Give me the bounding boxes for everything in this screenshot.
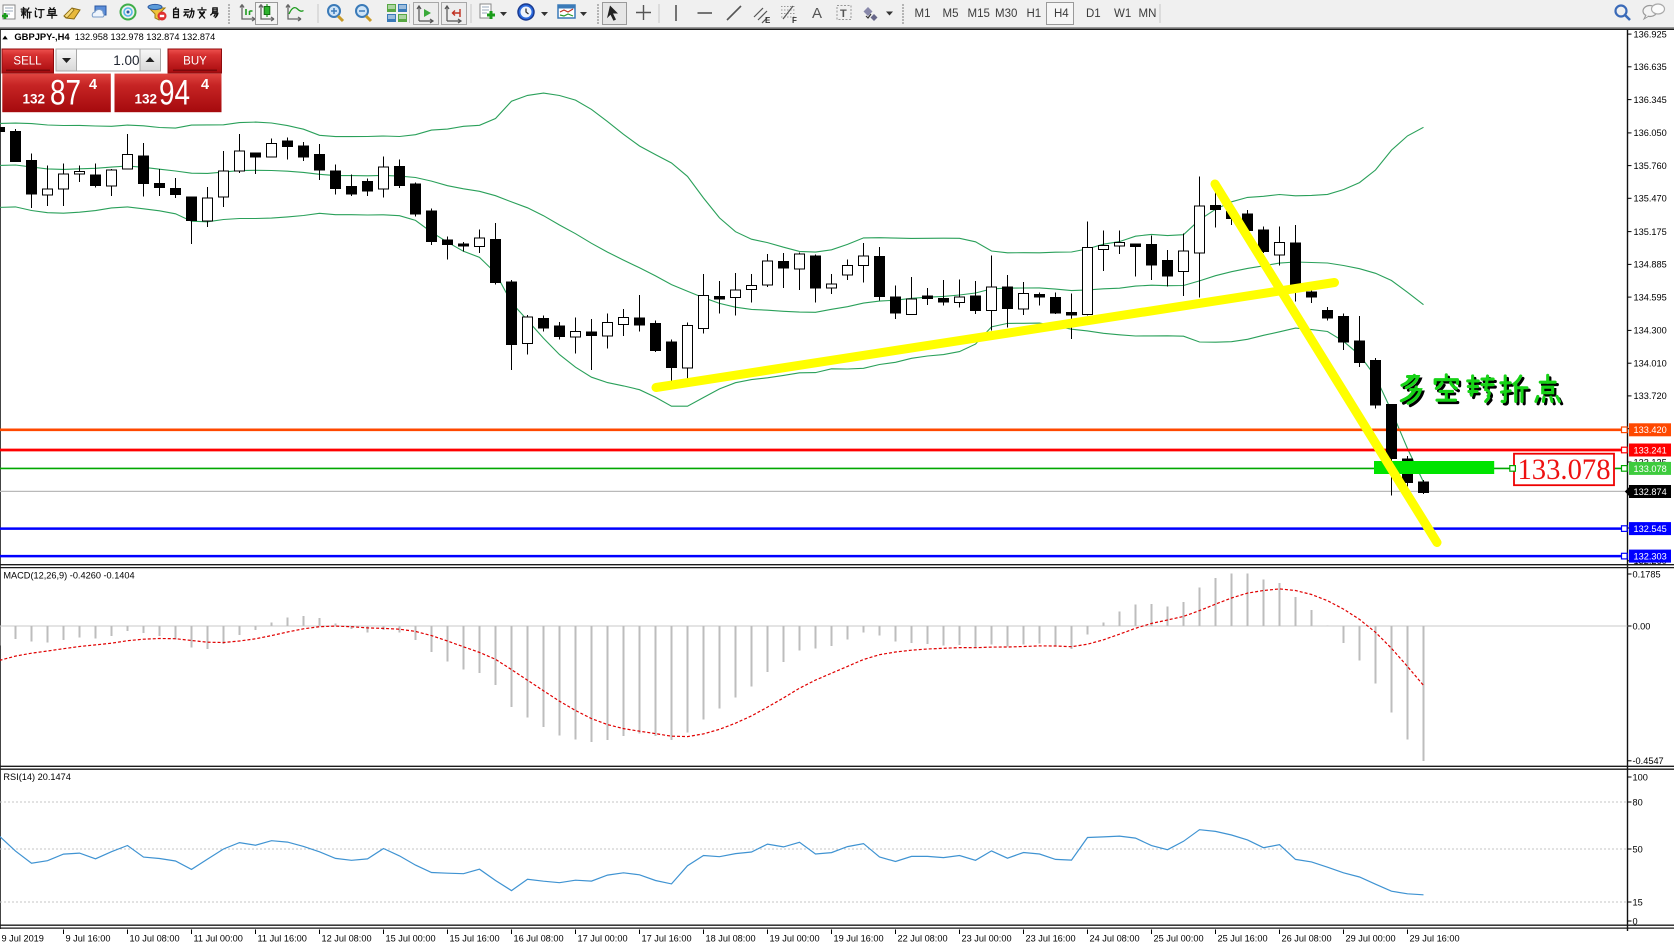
svg-text:10 Jul 08:00: 10 Jul 08:00: [130, 934, 180, 944]
svg-text:80: 80: [1633, 797, 1643, 807]
svg-text:16 Jul 08:00: 16 Jul 08:00: [514, 934, 564, 944]
svg-text:D1: D1: [1086, 8, 1101, 20]
svg-text:W1: W1: [1114, 8, 1131, 20]
svg-text:A: A: [812, 5, 822, 22]
svg-text:12 Jul 08:00: 12 Jul 08:00: [322, 934, 372, 944]
svg-text:134.595: 134.595: [1634, 292, 1667, 302]
svg-text:132.874: 132.874: [1634, 487, 1667, 497]
svg-text:134.010: 134.010: [1634, 359, 1667, 369]
svg-text:134.885: 134.885: [1634, 260, 1667, 270]
svg-text:H1: H1: [1027, 8, 1042, 20]
svg-text:29 Jul 16:00: 29 Jul 16:00: [1410, 934, 1460, 944]
svg-text:4: 4: [201, 77, 209, 93]
svg-text:132: 132: [134, 92, 157, 107]
svg-text:15: 15: [1633, 897, 1643, 907]
svg-text:133.078: 133.078: [1518, 453, 1611, 486]
svg-text:SELL: SELL: [13, 56, 42, 68]
svg-text:132: 132: [22, 92, 45, 107]
svg-text:132.303: 132.303: [1634, 552, 1667, 562]
svg-text:M30: M30: [995, 8, 1017, 20]
svg-text:136.050: 136.050: [1634, 128, 1667, 138]
svg-text:50: 50: [1633, 844, 1643, 854]
svg-text:135.470: 135.470: [1634, 194, 1667, 204]
svg-text:11 Jul 16:00: 11 Jul 16:00: [258, 934, 307, 944]
svg-text:15 Jul 00:00: 15 Jul 00:00: [386, 934, 436, 944]
svg-text:E: E: [765, 16, 771, 25]
svg-text:4: 4: [89, 77, 97, 93]
svg-text:19 Jul 00:00: 19 Jul 00:00: [770, 934, 820, 944]
svg-text:M5: M5: [943, 8, 959, 20]
svg-text:19 Jul 16:00: 19 Jul 16:00: [834, 934, 884, 944]
svg-text:11 Jul 00:00: 11 Jul 00:00: [194, 934, 243, 944]
svg-text:T: T: [840, 8, 847, 20]
svg-text:135.175: 135.175: [1634, 227, 1667, 237]
svg-text:22 Jul 08:00: 22 Jul 08:00: [898, 934, 948, 944]
svg-text:24 Jul 08:00: 24 Jul 08:00: [1090, 934, 1140, 944]
svg-text:18 Jul 08:00: 18 Jul 08:00: [706, 934, 756, 944]
svg-text:15 Jul 16:00: 15 Jul 16:00: [450, 934, 500, 944]
svg-text:25 Jul 16:00: 25 Jul 16:00: [1218, 934, 1268, 944]
svg-text:29 Jul 00:00: 29 Jul 00:00: [1346, 934, 1396, 944]
svg-text:133.241: 133.241: [1634, 445, 1667, 455]
svg-text:133.420: 133.420: [1634, 425, 1667, 435]
svg-text:134.300: 134.300: [1634, 326, 1667, 336]
svg-text:F: F: [792, 16, 797, 25]
svg-text:0.00: 0.00: [1633, 621, 1651, 631]
svg-text:133.078: 133.078: [1634, 464, 1667, 474]
svg-text:133.720: 133.720: [1634, 391, 1667, 401]
svg-text:87: 87: [50, 74, 81, 113]
svg-text:BUY: BUY: [183, 56, 207, 68]
svg-text:-0.4547: -0.4547: [1633, 756, 1664, 766]
svg-text:RSI(14) 20.1474: RSI(14) 20.1474: [3, 772, 70, 782]
svg-text:9 Jul 2019: 9 Jul 2019: [2, 934, 44, 944]
svg-text:9 Jul 16:00: 9 Jul 16:00: [66, 934, 111, 944]
svg-text:MACD(12,26,9) -0.4260 -0.1404: MACD(12,26,9) -0.4260 -0.1404: [3, 571, 134, 581]
svg-text:M1: M1: [915, 8, 931, 20]
svg-text:25 Jul 00:00: 25 Jul 00:00: [1154, 934, 1204, 944]
svg-text:1.00: 1.00: [113, 53, 139, 68]
svg-text:17 Jul 16:00: 17 Jul 16:00: [642, 934, 692, 944]
svg-text:0: 0: [1633, 916, 1638, 926]
svg-text:17 Jul 00:00: 17 Jul 00:00: [578, 934, 628, 944]
svg-text:94: 94: [159, 74, 190, 113]
svg-text:136.345: 136.345: [1634, 95, 1667, 105]
svg-text:MN: MN: [1139, 8, 1157, 20]
svg-text:M15: M15: [968, 8, 990, 20]
svg-text:132.545: 132.545: [1634, 524, 1667, 534]
svg-text:100: 100: [1633, 772, 1648, 782]
svg-text:GBPJPY-,H4 132.958 132.978 13: GBPJPY-,H4 132.958 132.978 132.874 132.8…: [14, 31, 215, 42]
svg-text:H4: H4: [1054, 8, 1069, 20]
svg-text:0.1785: 0.1785: [1633, 569, 1661, 579]
svg-text:136.925: 136.925: [1634, 29, 1667, 39]
svg-text:23 Jul 16:00: 23 Jul 16:00: [1026, 934, 1076, 944]
svg-text:135.760: 135.760: [1634, 161, 1667, 171]
svg-text:26 Jul 08:00: 26 Jul 08:00: [1282, 934, 1332, 944]
svg-text:136.635: 136.635: [1634, 62, 1667, 72]
svg-text:23 Jul 00:00: 23 Jul 00:00: [962, 934, 1012, 944]
